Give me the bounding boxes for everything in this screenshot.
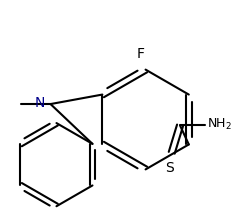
Text: S: S	[165, 161, 174, 175]
Text: NH$_2$: NH$_2$	[207, 117, 232, 132]
Text: N: N	[34, 96, 45, 110]
Text: F: F	[137, 47, 145, 61]
